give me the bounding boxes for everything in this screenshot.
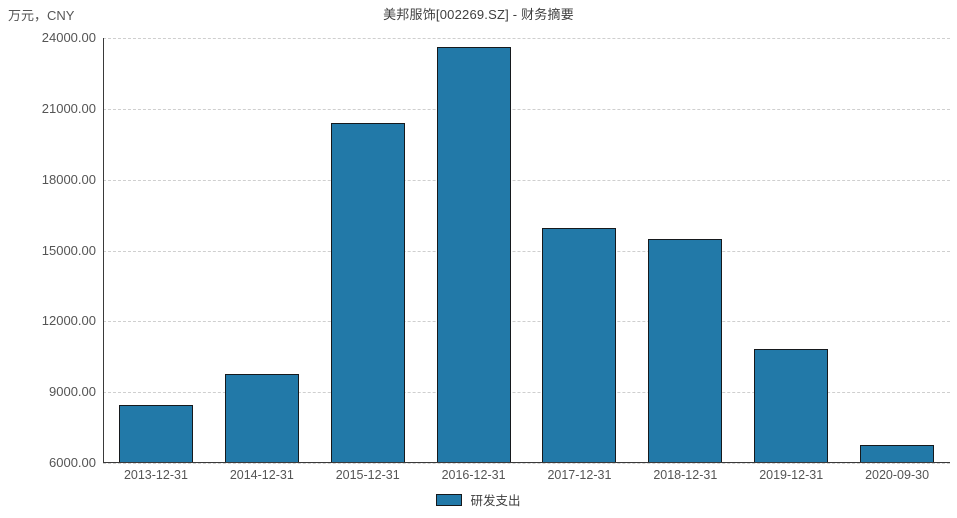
legend-swatch-icon	[436, 493, 463, 506]
y-axis-tick-label: 21000.00	[41, 100, 96, 116]
gridline	[103, 108, 950, 110]
bar[interactable]	[436, 47, 511, 463]
y-axis-line	[103, 38, 104, 463]
bar[interactable]	[542, 228, 617, 463]
y-axis-tick-label: 15000.00	[41, 242, 96, 258]
y-axis-tick-label: 6000.00	[49, 455, 96, 470]
y-axis-unit-label: 万元，CNY	[8, 8, 75, 23]
gridline	[103, 38, 950, 39]
x-axis-tick-label: 2013-12-31	[123, 468, 188, 482]
x-axis-tick-label: 2016-12-31	[441, 468, 506, 482]
gridline	[103, 392, 950, 394]
x-axis-tick-label: 2019-12-31	[759, 468, 824, 482]
x-axis-tick-label: 2017-12-31	[547, 468, 612, 482]
x-axis-tick-label: 2014-12-31	[229, 468, 294, 482]
y-axis-tick-label: 18000.00	[41, 171, 96, 187]
x-axis-tick-label: 2018-12-31	[653, 468, 718, 482]
chart-legend: 研发支出	[0, 490, 957, 509]
gridline	[103, 321, 950, 323]
x-axis-line	[103, 462, 950, 463]
gridline	[103, 463, 950, 464]
plot-area	[103, 38, 950, 464]
bar[interactable]	[860, 445, 935, 463]
y-axis-tick-label: 24000.00	[41, 30, 96, 45]
legend-label[interactable]: 研发支出	[470, 494, 521, 508]
gridline	[103, 250, 950, 252]
chart-title: 美邦服饰[002269.SZ] - 财务摘要	[383, 7, 574, 22]
y-axis-tick-label: 9000.00	[49, 384, 96, 400]
x-axis-tick-label: 2015-12-31	[335, 468, 400, 482]
gridline	[103, 179, 950, 181]
y-axis-tick-label: 12000.00	[41, 313, 96, 329]
bar[interactable]	[754, 348, 829, 463]
bar[interactable]	[330, 123, 405, 463]
x-axis-tick-label: 2020-09-30	[865, 468, 930, 482]
bar[interactable]	[648, 238, 723, 463]
bar[interactable]	[118, 405, 193, 463]
bar[interactable]	[224, 374, 299, 463]
